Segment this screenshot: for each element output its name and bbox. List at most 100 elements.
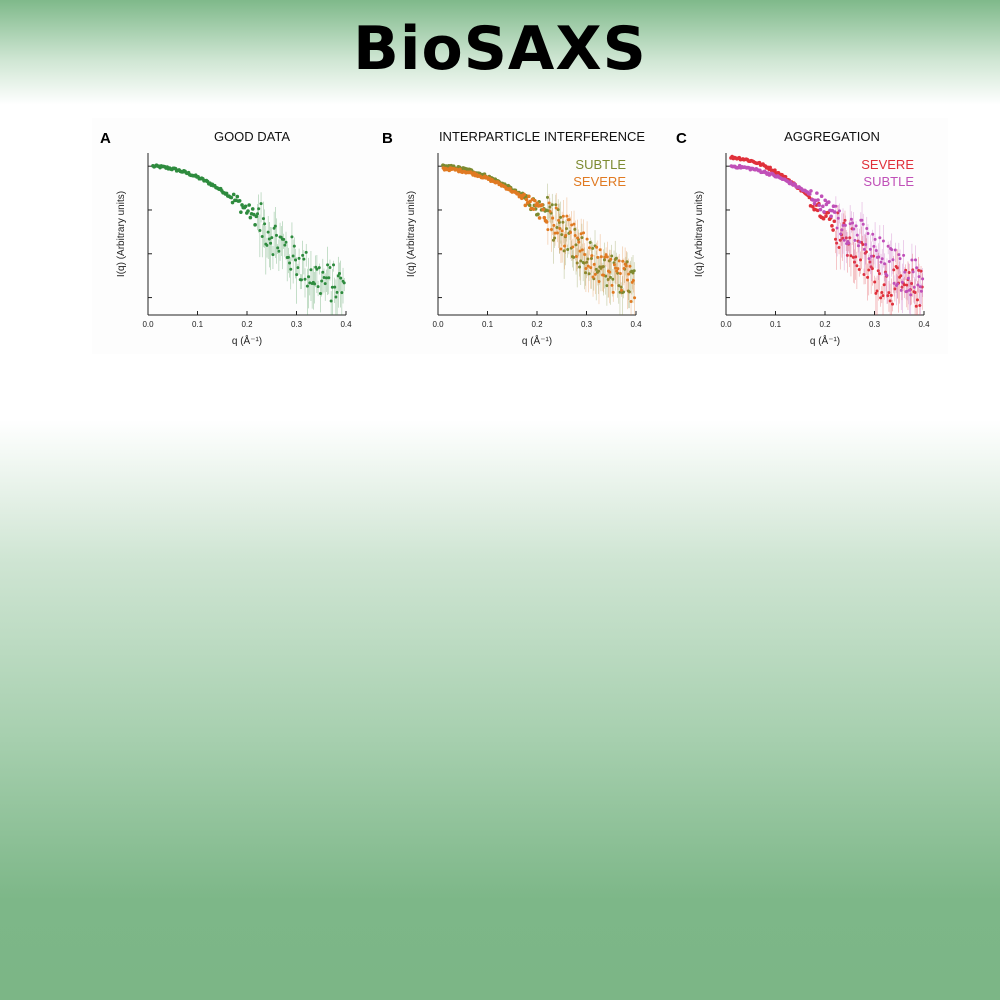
panel-c-series-severe-point	[899, 274, 903, 278]
panel-c-series-subtle-point	[883, 262, 887, 266]
panel-a-series-data-point	[243, 204, 248, 209]
panel-c-series-severe-point	[889, 293, 893, 297]
panel-b-series-severe-point	[541, 207, 545, 212]
panel-c-series-subtle-point	[903, 270, 907, 274]
panel-b-series-severe-point	[522, 192, 526, 197]
panel-b-series-subtle-point	[565, 227, 569, 231]
panel-b-series-subtle-point	[588, 240, 592, 244]
panel-a-series-data-point	[239, 210, 243, 214]
panel-b-series-severe-point	[602, 273, 606, 277]
panel-b-series-severe-point	[589, 266, 593, 270]
panel-a-series-data-point	[289, 267, 293, 271]
panel-c-series-subtle-point	[847, 241, 851, 245]
panel-c-series-severe-point	[835, 241, 839, 245]
panel-b-series-severe-point	[584, 266, 588, 270]
panel-a-series-data-point	[321, 270, 325, 274]
panel-a-series-data-point	[335, 290, 339, 294]
panel-a-series-data-point	[246, 209, 250, 213]
panel-c-series-severe-point	[913, 290, 917, 294]
panel-c-y-axis-label: I(q) (Arbitrary units)	[694, 191, 705, 277]
panel-c-series-severe-point	[874, 291, 878, 295]
panel-b-series-severe-point	[597, 279, 601, 283]
panel-c-series-severe-point	[895, 266, 899, 270]
panel-b-series-subtle-point	[605, 284, 609, 288]
panel-c-series-severe-point	[857, 268, 861, 272]
panel-c-series-severe-point	[853, 260, 857, 264]
panel-b-series-severe-point	[558, 227, 562, 231]
panel-c-series-subtle-point	[919, 289, 923, 293]
panel-c-series-severe-point	[882, 283, 886, 287]
panel-b-series-severe-point	[567, 218, 571, 222]
panel-b-x-axis-label: q (Å⁻¹)	[522, 334, 552, 347]
panel-c-series-subtle-point	[910, 258, 914, 262]
panel-b-x-tick-label: 0.1	[482, 320, 494, 329]
panel-a-series-data-point	[297, 256, 301, 260]
panel-b-series-severe-point	[628, 264, 632, 268]
panel-b-series-severe-point	[574, 254, 578, 258]
panel-c-series-severe-point	[838, 238, 842, 242]
panel-b-legend-severe: SEVERE	[573, 174, 626, 189]
panel-a-series-data-point	[322, 276, 326, 280]
panel-a-series-data-point	[327, 276, 331, 280]
panel-b-series-severe-point	[564, 234, 568, 238]
panel-c-series-subtle-point	[886, 244, 890, 248]
panel-b-series-subtle-point	[618, 290, 622, 294]
panel-c-series-severe-point	[833, 237, 837, 241]
panel-b-series-severe-point	[565, 214, 569, 218]
panel-a-series-data-point	[315, 267, 319, 271]
panel-b-series-subtle-point	[580, 236, 584, 240]
panel-b-series-severe-point	[524, 197, 529, 202]
panel-c-series-subtle-point	[856, 244, 860, 248]
panel-b-series-severe-point	[572, 222, 576, 226]
panel-a-x-tick-label: 0.0	[142, 320, 154, 329]
panel-b-series-severe-point	[549, 228, 553, 232]
panel-c-series-severe-point	[773, 168, 777, 172]
panel-a-series-data-point	[288, 261, 292, 265]
panel-b-series-subtle-point	[601, 265, 605, 269]
panel-b-series-subtle-point	[527, 203, 532, 208]
panel-a-series-data-point	[260, 234, 264, 238]
panel-c-series-subtle-point	[823, 198, 827, 203]
panel-b-series-subtle-point	[610, 254, 614, 258]
panel-b-series-severe-point	[614, 266, 618, 270]
panel-b-series-severe-point	[611, 290, 615, 294]
panel-b-series-subtle-point	[579, 259, 583, 263]
panel-b-legend-subtle: SUBTLE	[575, 157, 626, 172]
panel-b-series-severe-point	[568, 231, 572, 235]
panel-c-series-subtle-point	[871, 232, 875, 236]
panel-b-series-severe-point	[587, 246, 591, 250]
panel-c-series-subtle-point	[872, 244, 876, 248]
panel-c-series-severe-point	[888, 299, 892, 303]
panel-c-series-subtle-point	[858, 240, 862, 244]
panel-c-series-subtle-point	[843, 223, 847, 227]
panel-a-series-data-point	[253, 223, 257, 227]
panel-b-series-severe-point	[610, 283, 614, 287]
panel-c-series-subtle-point	[881, 239, 885, 243]
panel-c-x-tick-label: 0.2	[819, 320, 831, 329]
panel-a-series-data-point	[296, 266, 300, 270]
panel-b-series-severe-point	[595, 245, 599, 249]
panel-c-series-severe-point	[918, 303, 922, 307]
panel-a-series-data-point	[316, 285, 320, 289]
panel-b-series-severe-point	[531, 207, 536, 211]
panel-a-series-data-point	[330, 285, 334, 289]
panel-b-y-axis-label: I(q) (Arbitrary units)	[406, 191, 417, 277]
panel-b-series-severe-point	[604, 253, 608, 257]
panel-c-series-severe-point	[914, 304, 918, 308]
panel-c-series-subtle-point	[891, 258, 895, 262]
panel-c-series-subtle-point	[878, 236, 882, 240]
panel-c-series-subtle-point	[885, 273, 889, 277]
panel-b-series-severe-point	[544, 220, 549, 224]
panel-c-series-severe-point	[824, 214, 828, 218]
panel-b-series-subtle-point	[631, 271, 635, 275]
panel-b-series-severe-point	[591, 275, 595, 279]
panel-c-series-subtle-point	[893, 248, 897, 252]
panel-a-x-tick-label: 0.1	[192, 320, 204, 329]
panel-c-series-subtle-point	[807, 192, 812, 196]
panel-b-series-severe-point	[596, 255, 600, 259]
panel-c-series-subtle-point	[829, 214, 833, 219]
panel-c-series-subtle-point	[819, 194, 824, 199]
panel-a-series-data-point	[250, 207, 255, 211]
panel-c-series-severe-point	[830, 224, 834, 228]
panel-a-series-data-point	[269, 241, 273, 245]
